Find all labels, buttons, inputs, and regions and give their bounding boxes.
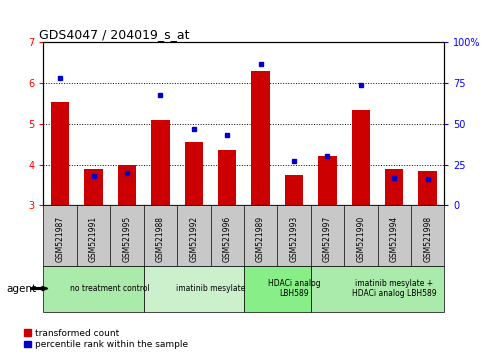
Bar	[51, 102, 70, 205]
Bar	[218, 150, 236, 205]
Bar	[118, 165, 136, 205]
Text: GSM521987: GSM521987	[56, 216, 65, 263]
Text: GSM521997: GSM521997	[323, 216, 332, 263]
Text: imatinib mesylate +
HDACi analog LBH589: imatinib mesylate + HDACi analog LBH589	[352, 279, 437, 298]
Legend: transformed count, percentile rank within the sample: transformed count, percentile rank withi…	[24, 329, 188, 349]
Text: GSM521998: GSM521998	[423, 216, 432, 263]
Text: GSM521993: GSM521993	[289, 216, 298, 263]
Text: GSM521996: GSM521996	[223, 216, 232, 263]
Bar	[151, 120, 170, 205]
Text: GSM521988: GSM521988	[156, 217, 165, 263]
Text: GSM521991: GSM521991	[89, 216, 98, 263]
Bar	[144, 266, 244, 312]
Bar	[43, 266, 144, 312]
Bar	[418, 171, 437, 205]
Text: GSM521992: GSM521992	[189, 216, 199, 263]
Bar	[85, 169, 103, 205]
Text: GSM521990: GSM521990	[356, 216, 365, 263]
Bar	[352, 110, 370, 205]
Text: GSM521995: GSM521995	[123, 216, 131, 263]
Bar	[318, 156, 337, 205]
Bar	[385, 169, 403, 205]
Bar	[285, 175, 303, 205]
Text: HDACi analog
LBH589: HDACi analog LBH589	[268, 279, 320, 298]
Text: no treatment control: no treatment control	[71, 284, 150, 293]
Text: GSM521989: GSM521989	[256, 216, 265, 263]
Text: GDS4047 / 204019_s_at: GDS4047 / 204019_s_at	[40, 28, 190, 41]
Text: agent: agent	[6, 284, 36, 293]
Text: imatinib mesylate: imatinib mesylate	[176, 284, 245, 293]
Bar	[244, 266, 311, 312]
Bar	[252, 71, 270, 205]
Bar	[311, 266, 444, 312]
Text: GSM521994: GSM521994	[390, 216, 399, 263]
Bar	[185, 142, 203, 205]
